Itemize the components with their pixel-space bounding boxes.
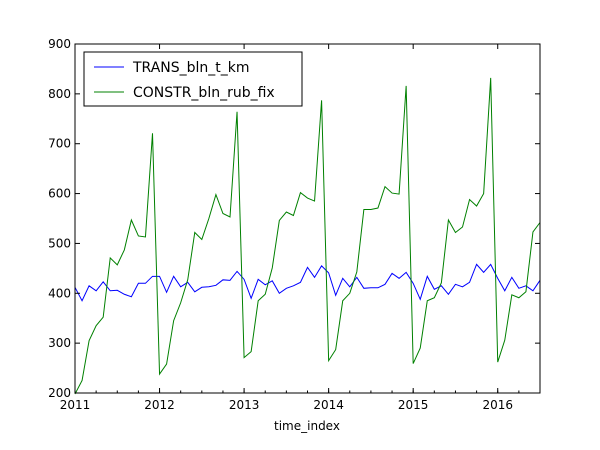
series-line-1	[74, 263, 541, 302]
x-tick-label: 2015	[398, 398, 429, 412]
y-tick-label: 200	[48, 386, 71, 400]
legend-label: CONSTR_bln_rub_fix	[133, 85, 275, 101]
x-tick-label: 2012	[144, 398, 175, 412]
series-line-2	[74, 77, 541, 395]
legend-label: TRANS_bln_t_km	[132, 60, 250, 76]
y-tick-label: 500	[48, 236, 71, 250]
x-tick-label: 2011	[60, 398, 91, 412]
legend-box	[83, 51, 303, 107]
y-tick-label: 800	[48, 87, 71, 101]
y-tick-label: 300	[48, 336, 71, 350]
series-layer	[74, 77, 541, 395]
x-tick-label: 2013	[229, 398, 260, 412]
legend: TRANS_bln_t_km CONSTR_bln_rub_fix	[83, 51, 303, 107]
x-tick-label: 2016	[482, 398, 513, 412]
y-tick-label: 600	[48, 187, 71, 201]
y-tick-label: 700	[48, 137, 71, 151]
y-tick-label: 900	[48, 37, 71, 51]
x-tick-label: 2014	[313, 398, 344, 412]
y-tick-label: 400	[48, 286, 71, 300]
x-axis-label: time_index	[274, 419, 340, 433]
y-axis: 200 300 400 500 600 700 800 900	[48, 37, 540, 400]
x-axis: 2011 2012 2013 2014 2015 2016	[60, 44, 541, 412]
